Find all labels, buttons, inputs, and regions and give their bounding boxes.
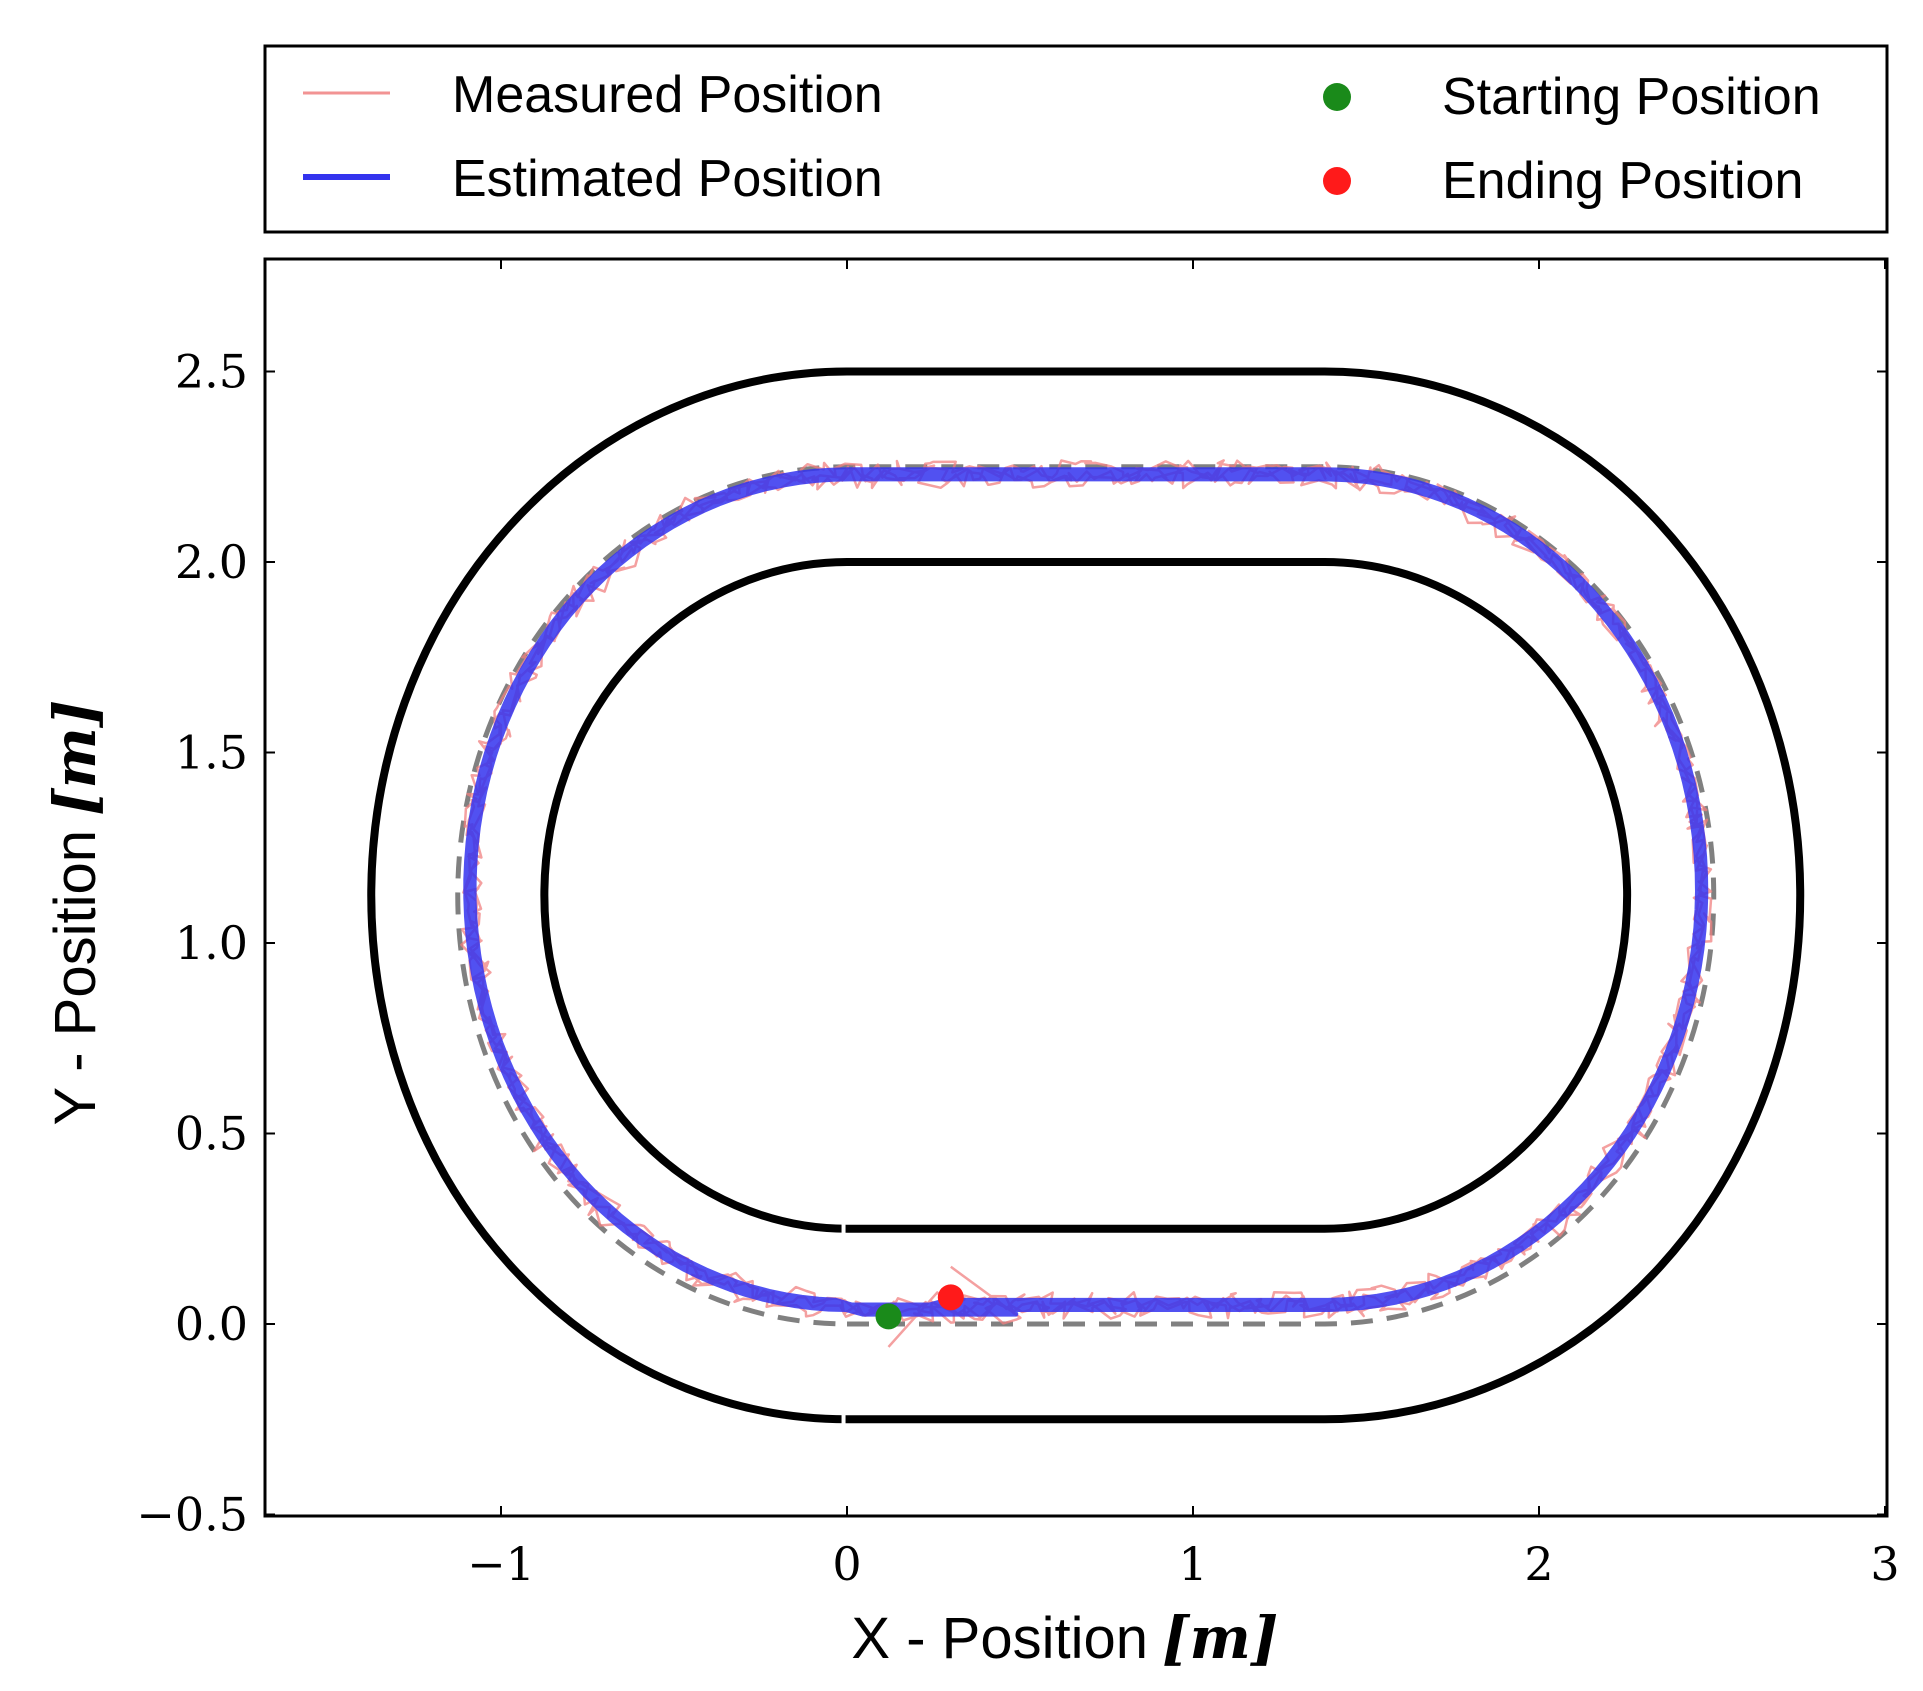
x-axis-title: X - Position: [851, 1606, 1148, 1671]
legend-start-marker: [1323, 83, 1351, 111]
y-axis-unit: [m]: [41, 700, 109, 816]
axis-ticks: −1 0 1 2 3 −0.5 0.0 0.5 1.0 1.5 2.0 2.5: [136, 259, 1900, 1591]
plot-frame: [263, 257, 1889, 1518]
legend: Measured Position Estimated Position Sta…: [263, 44, 1889, 234]
legend-measured-label: Measured Position: [452, 66, 883, 124]
x-tick-label: −1: [467, 1537, 535, 1591]
track-centerline: [455, 464, 1717, 1327]
y-axis-label-group: Y - Position [m]: [41, 700, 109, 1126]
legend-start-label: Starting Position: [1442, 68, 1821, 126]
legend-end-label: Ending Position: [1442, 152, 1803, 210]
x-tick-label: 0: [832, 1537, 861, 1591]
y-tick-label: 2.0: [175, 535, 248, 589]
x-axis-label: X - Position: [851, 1606, 1148, 1671]
x-tick-label: 3: [1870, 1537, 1899, 1591]
track-inner-boundary: [540, 558, 1632, 1233]
measured-series: [460, 459, 1713, 1348]
position-markers: [875, 1284, 964, 1330]
legend-end-marker: [1323, 167, 1351, 195]
x-axis-unit: [m]: [1162, 1604, 1278, 1672]
x-tick-label: 1: [1178, 1537, 1207, 1591]
track: [367, 367, 1805, 1426]
y-axis-label: Y - Position: [43, 830, 108, 1126]
y-tick-label: −0.5: [136, 1488, 248, 1542]
estimated-series: [463, 467, 1709, 1319]
ending-position-marker: [937, 1284, 964, 1311]
y-tick-label: 1.0: [175, 916, 248, 970]
y-tick-label: 0.5: [175, 1107, 248, 1161]
estimated-position-line: [463, 467, 1709, 1319]
legend-frame: [263, 44, 1889, 234]
plot-content: [367, 367, 1805, 1426]
y-tick-label: 2.5: [175, 345, 248, 399]
legend-estimated-label: Estimated Position: [452, 150, 883, 208]
y-tick-label: 0.0: [175, 1297, 248, 1351]
y-tick-label: 1.5: [175, 726, 248, 780]
track-outer-boundary: [367, 367, 1805, 1424]
x-tick-label: 2: [1524, 1537, 1553, 1591]
measured-position-line: [460, 459, 1713, 1348]
starting-position-marker: [875, 1303, 902, 1330]
